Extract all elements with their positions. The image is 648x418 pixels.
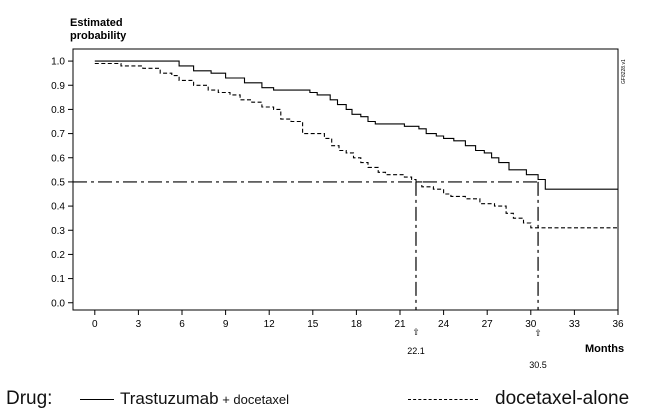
y-tick-label: 0.6 <box>51 153 65 164</box>
median-value-label: 30.5 <box>529 360 547 370</box>
x-axis-ticks: 0 3 6 9 12 15 18 21 24 27 30 33 36 <box>92 310 624 330</box>
x-tick-label: 33 <box>569 319 581 330</box>
series-line-docetaxel-alone <box>94 62 618 229</box>
x-tick-label: 30 <box>525 319 537 330</box>
median-arrow-marker: ⇧ <box>412 327 420 337</box>
survival-chart: Estimated probability GF8228.v1 0.00.10.… <box>51 17 627 370</box>
y-tick-label: 0.2 <box>51 250 65 261</box>
y-axis-title-line2: probability <box>70 30 127 42</box>
y-tick-label: 0.3 <box>51 226 65 237</box>
x-tick-label: 27 <box>482 319 494 330</box>
median-arrow-marker: ⇧ <box>534 328 542 338</box>
legend-series-trastuzumab: Trastuzumab + docetaxel <box>120 389 289 409</box>
y-tick-label: 0.1 <box>51 274 65 285</box>
y-axis-title: Estimated probability <box>70 17 127 42</box>
side-code-label: GF8228.v1 <box>621 59 627 84</box>
x-tick-label: 15 <box>307 319 319 330</box>
x-tick-label: 36 <box>612 319 624 330</box>
x-tick-label: 24 <box>438 319 450 330</box>
legend-title: Drug: <box>6 388 53 409</box>
x-tick-label: 18 <box>351 319 363 330</box>
x-tick-label: 9 <box>223 319 229 330</box>
y-tick-label: 0.0 <box>51 298 65 309</box>
y-axis-title-line1: Estimated <box>70 17 123 29</box>
x-tick-label: 6 <box>179 319 185 330</box>
legend-series-docetaxel: docetaxel-alone <box>495 388 630 409</box>
y-axis-ticks: 0.0 0.1 0.2 0.3 0.4 0.5 0.6 0.7 0.8 0.9 1.0 <box>51 57 73 309</box>
median-annotations: ⇧ 22.1 ⇧ 30.5 <box>407 327 547 370</box>
median-value-label: 22.1 <box>407 346 425 356</box>
y-tick-label: 0.4 <box>51 202 65 213</box>
plot-area-frame <box>72 48 619 311</box>
x-axis-title: Months <box>585 343 624 355</box>
legend-solid-line-swatch <box>80 399 114 400</box>
y-tick-label: 0.5 <box>51 177 65 188</box>
legend: Drug: Trastuzumab + docetaxel docetaxel-… <box>0 386 648 416</box>
legend-dashed-line-swatch <box>408 399 478 400</box>
legend-series-trastuzumab-main: Trastuzumab <box>120 389 219 408</box>
legend-series-trastuzumab-plus: + docetaxel <box>218 392 290 407</box>
survival-curves <box>94 60 618 229</box>
x-tick-label: 0 <box>92 319 98 330</box>
x-tick-label: 12 <box>264 319 276 330</box>
y-tick-label: 0.9 <box>51 81 65 92</box>
y-tick-label: 0.8 <box>51 105 65 116</box>
y-tick-label: 0.7 <box>51 129 65 140</box>
x-tick-label: 21 <box>394 319 406 330</box>
x-tick-label: 3 <box>136 319 142 330</box>
y-tick-label: 1.0 <box>51 57 65 68</box>
series-line-trastuzumab-docetaxel <box>94 60 618 190</box>
reference-lines <box>73 181 539 310</box>
